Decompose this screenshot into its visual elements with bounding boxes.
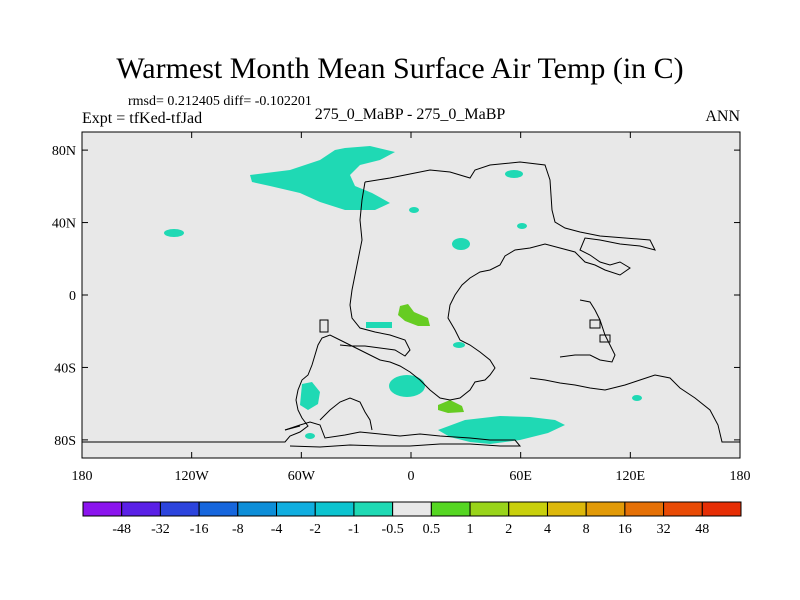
colorbar-label: -32 [151,522,170,537]
y-tick-label: 80N [52,144,76,159]
colorbar-swatch [585,501,626,517]
y-tick-label: 80S [54,434,76,449]
colorbar-swatch [430,501,471,517]
anomaly-region-small-1 [517,223,527,229]
x-tick-label: 180 [730,469,751,484]
center-label: 275_0_MaBP - 275_0_MaBP [314,106,506,123]
colorbar-swatch [276,501,316,517]
colorbar-swatch [701,501,742,517]
outline-island-4 [284,425,301,431]
anomaly-region-equator-negative [366,322,392,328]
colorbar-swatch [624,501,665,517]
x-tick-label: 120W [175,469,210,484]
colorbar-label: 1 [467,522,474,537]
anomaly-region-antarctic [438,416,565,444]
colorbar-label: -0.5 [382,522,404,537]
colorbar-label: 4 [544,522,551,537]
outline-asia [339,181,411,357]
colorbar-label: -8 [232,522,244,537]
anomaly-region-south-america [300,382,320,410]
x-tick-label: 0 [408,469,415,484]
colorbar-swatch [82,501,123,517]
colorbar-label: 0.5 [423,522,441,537]
colorbar-swatch [392,501,432,517]
x-axis: 180 120W 60W 0 60E 120E 180 [72,132,751,484]
colorbar-label: -4 [271,522,283,537]
y-tick-label: 0 [69,289,76,304]
stats-text: rmsd= 0.212405 diff= -0.102201 [128,94,312,109]
outline-antarctic-shelf [284,421,522,448]
anomaly-region-north-atlantic [250,146,395,210]
colorbar-label: -2 [309,522,321,537]
colorbar-swatch [121,501,161,517]
colorbar-swatch [508,501,548,517]
colorbar-label: -16 [190,522,209,537]
colorbar-label: 16 [618,522,632,537]
anomaly-region-south-atlantic [389,375,425,397]
x-tick-label: 120E [616,469,646,484]
x-tick-label: 60E [509,469,532,484]
y-axis: 80N 40N 0 40S 80S [52,144,740,449]
outline-australia [529,374,740,443]
anomaly-region-west-pacific [164,229,184,237]
colorbar-label: -48 [112,522,131,537]
anomaly-region-north-africa [452,238,470,250]
plot-title: Warmest Month Mean Surface Air Temp (in … [116,52,684,85]
anomaly-region-equator-positive [398,304,430,326]
continent-outlines [82,161,740,448]
season-label: ANN [705,108,740,125]
outline-island-2 [589,319,601,329]
colorbar: -48 -32 -16 -8 -4 -2 -1 -0.5 0.5 1 2 4 8 16 32 48 [82,501,742,537]
x-tick-label: 180 [72,469,93,484]
outline-island-3 [599,334,611,343]
colorbar-swatch [237,501,278,517]
x-tick-label: 60W [288,469,316,484]
colorbar-swatch [159,501,200,517]
colorbar-label: 8 [583,522,590,537]
anomaly-layer [164,146,642,444]
experiment-label: Expt = tfKed-tfJad [82,110,203,127]
colorbar-swatch [314,501,355,517]
outline-pangaea [82,161,656,443]
anomaly-region-arctic-small [505,170,523,178]
colorbar-label: 32 [657,522,671,537]
colorbar-label: -1 [348,522,360,537]
colorbar-swatch [353,501,394,517]
colorbar-label: 2 [505,522,512,537]
anomaly-region-small-3 [453,342,465,348]
colorbar-label: 48 [695,522,709,537]
colorbar-swatch [469,501,510,517]
colorbar-swatch [546,501,587,517]
anomaly-region-south-positive [438,400,464,413]
colorbar-swatch [198,501,239,517]
anomaly-region-small-5 [305,433,315,439]
outline-island-1 [319,319,329,333]
outline-small-arc [319,397,373,431]
y-tick-label: 40N [52,217,76,232]
outline-india [559,299,616,363]
colorbar-swatch [663,501,703,517]
anomaly-region-small-2 [409,207,419,213]
y-tick-label: 40S [54,361,76,376]
map-background [81,131,741,459]
anomaly-region-small-4 [632,395,642,401]
